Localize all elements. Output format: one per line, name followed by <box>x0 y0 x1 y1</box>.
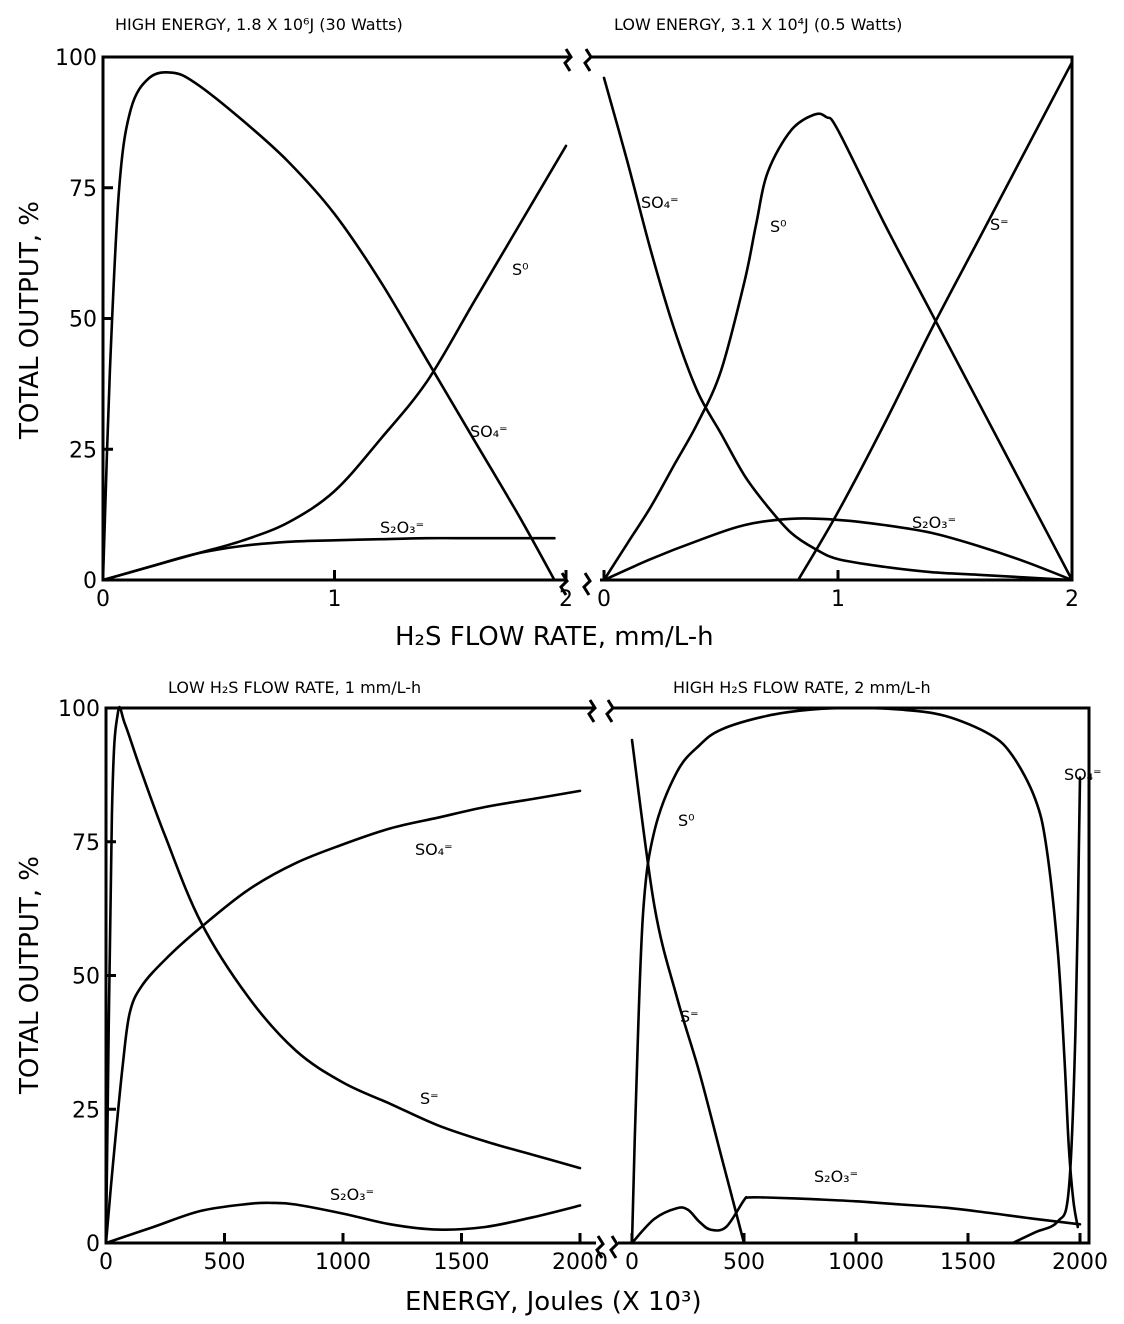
high-energy-label-so4: SO₄⁼ <box>470 422 508 441</box>
high-flow-label-s0: S⁰ <box>678 811 695 830</box>
high-energy-y-tick-label: 25 <box>69 438 97 463</box>
high-flow-label-so4: SO₄⁼ <box>1064 765 1102 784</box>
high-flow-x-tick-label: 0 <box>625 1250 639 1275</box>
panel-title-high-flow: HIGH H₂S FLOW RATE, 2 mm/L-h <box>673 678 931 697</box>
low-flow-y-tick-label: 50 <box>72 965 100 990</box>
low-energy-label-so4: SO₄⁼ <box>641 193 679 212</box>
high-flow-curve-s <box>630 738 746 1245</box>
low-energy-x-tick-label: 1 <box>831 587 845 612</box>
high-energy-y-tick-label: 0 <box>83 569 97 594</box>
low-flow-curve-s2o3 <box>104 1201 582 1245</box>
bottom-x-axis-title: ENERGY, Joules (X 10³) <box>405 1287 702 1317</box>
panel-title-low-energy: LOW ENERGY, 3.1 X 10⁴J (0.5 Watts) <box>614 15 902 34</box>
high-flow-x-tick-label: 1000 <box>828 1250 884 1275</box>
low-energy-curve-s <box>796 60 1074 582</box>
low-flow-label-so4: SO₄⁼ <box>415 840 453 859</box>
low-flow-x-tick-label: 500 <box>204 1250 246 1275</box>
high-energy-y-tick-label: 50 <box>69 308 97 333</box>
top-y-axis-title: TOTAL OUTPUT, % <box>15 201 45 440</box>
low-flow-x-tick-label: 1500 <box>434 1250 490 1275</box>
low-flow-y-tick-label: 25 <box>72 1098 100 1123</box>
low-flow-x-tick-label: 0 <box>99 1250 113 1275</box>
low-energy-curve-so4 <box>602 76 1074 582</box>
high-flow-label-s: S⁼ <box>680 1007 699 1026</box>
low-energy-label-s0: S⁰ <box>770 217 787 236</box>
low-energy-x-tick-label: 0 <box>597 587 611 612</box>
high-energy-y-tick-label: 75 <box>69 177 97 202</box>
low-flow-x-tick-label: 1000 <box>315 1250 371 1275</box>
low-energy-label-s: S⁼ <box>990 215 1009 234</box>
panel-title-high-energy: HIGH ENERGY, 1.8 X 10⁶J (30 Watts) <box>115 15 403 34</box>
high-energy-x-tick-label: 0 <box>96 587 110 612</box>
high-flow-curve-so4 <box>1011 776 1082 1245</box>
high-energy-curve-so4 <box>101 70 556 582</box>
low-flow-label-s2o3: S₂O₃⁼ <box>330 1185 374 1204</box>
high-flow-curve-s2o3 <box>630 1195 1082 1245</box>
low-flow-y-tick-label: 75 <box>72 831 100 856</box>
high-flow-label-s2o3: S₂O₃⁼ <box>814 1167 858 1186</box>
high-flow-x-tick-label: 2000 <box>1052 1250 1108 1275</box>
high-energy-x-tick-label: 2 <box>559 587 573 612</box>
low-energy-x-tick-label: 2 <box>1065 587 1079 612</box>
high-energy-x-tick-label: 1 <box>328 587 342 612</box>
low-energy-curve-s2o3 <box>602 517 1074 582</box>
high-energy-y-tick-label: 100 <box>55 46 97 71</box>
low-flow-label-s: S⁼ <box>420 1089 439 1108</box>
bottom-frame <box>104 699 1091 1259</box>
high-flow-x-tick-label: 500 <box>723 1250 765 1275</box>
low-energy-label-s2o3: S₂O₃⁼ <box>912 513 956 532</box>
high-energy-curve-s2o3 <box>101 536 556 582</box>
low-flow-y-tick-label: 100 <box>58 697 100 722</box>
panel-title-low-flow: LOW H₂S FLOW RATE, 1 mm/L-h <box>168 678 421 697</box>
low-flow-y-tick-label: 0 <box>86 1232 100 1257</box>
low-flow-x-tick-label: 2000 <box>552 1250 608 1275</box>
bottom-y-axis-title: TOTAL OUTPUT, % <box>15 856 45 1095</box>
low-flow-curve-s <box>104 705 582 1245</box>
curve-labels-layer: S⁰ SO₄⁼ S₂O₃⁼ SO₄⁼ S⁰ S⁼ S₂O₃⁼ S⁼ SO₄⁼ S₂O₃⁼ S⁰ S⁼ S… <box>330 193 1102 1204</box>
high-energy-label-s2o3: S₂O₃⁼ <box>380 518 424 537</box>
high-energy-curve-s0 <box>101 144 568 582</box>
high-energy-label-s0: S⁰ <box>512 260 529 279</box>
low-energy-curve-s0 <box>602 112 1074 582</box>
curves-layer <box>101 60 1082 1245</box>
high-flow-curve-s0 <box>630 706 1080 1245</box>
high-flow-x-tick-label: 1500 <box>940 1250 996 1275</box>
top-x-axis-title: H₂S FLOW RATE, mm/L-h <box>395 622 714 652</box>
low-flow-curve-so4 <box>104 789 582 1245</box>
